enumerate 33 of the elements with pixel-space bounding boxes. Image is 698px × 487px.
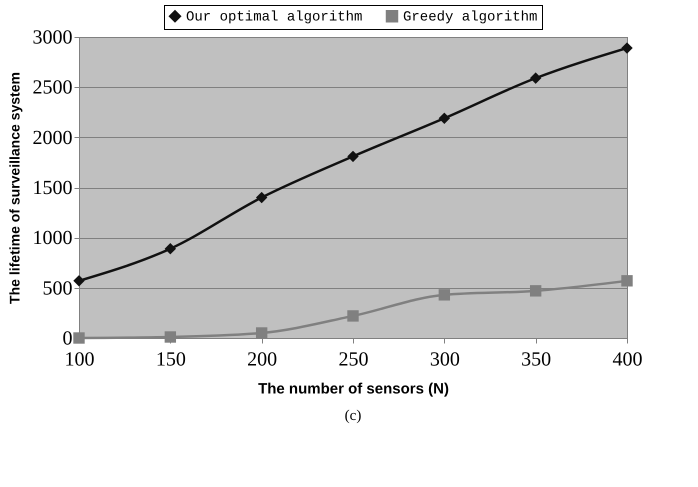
y-tick-label: 0 xyxy=(62,328,72,350)
point xyxy=(164,331,176,343)
x-tick-label: 400 xyxy=(612,348,642,370)
y-tick-label: 3000 xyxy=(32,26,72,48)
x-axis-title: The number of sensors (N) xyxy=(258,380,449,398)
x-tick-label: 350 xyxy=(521,348,552,370)
point xyxy=(73,275,85,287)
x-tick-label: 200 xyxy=(247,348,278,370)
point xyxy=(73,332,85,344)
point xyxy=(530,285,542,297)
y-tick-label: 2000 xyxy=(32,126,72,149)
y-tick-label: 2500 xyxy=(32,76,72,99)
legend-label: Greedy algorithm xyxy=(403,9,538,26)
point xyxy=(256,327,268,339)
point xyxy=(256,192,268,204)
point xyxy=(347,150,359,162)
point xyxy=(164,243,176,254)
point xyxy=(438,289,450,301)
y-axis-title: The lifetime of surveillance system xyxy=(6,72,22,304)
y-tick-label: 1000 xyxy=(32,227,72,250)
point xyxy=(347,310,359,322)
y-tick-label: 1500 xyxy=(32,177,72,199)
point xyxy=(621,42,633,54)
legend-label: Our optimal algorithm xyxy=(186,9,362,26)
point xyxy=(530,72,542,84)
y-tick-label: 500 xyxy=(42,277,72,300)
x-tick-label: 100 xyxy=(64,348,94,370)
text: (c) xyxy=(344,408,362,424)
x-tick-label: 250 xyxy=(338,348,368,370)
point xyxy=(438,112,450,124)
x-tick-label: 150 xyxy=(156,348,186,370)
x-tick-label: 300 xyxy=(430,348,460,370)
point xyxy=(621,275,633,287)
